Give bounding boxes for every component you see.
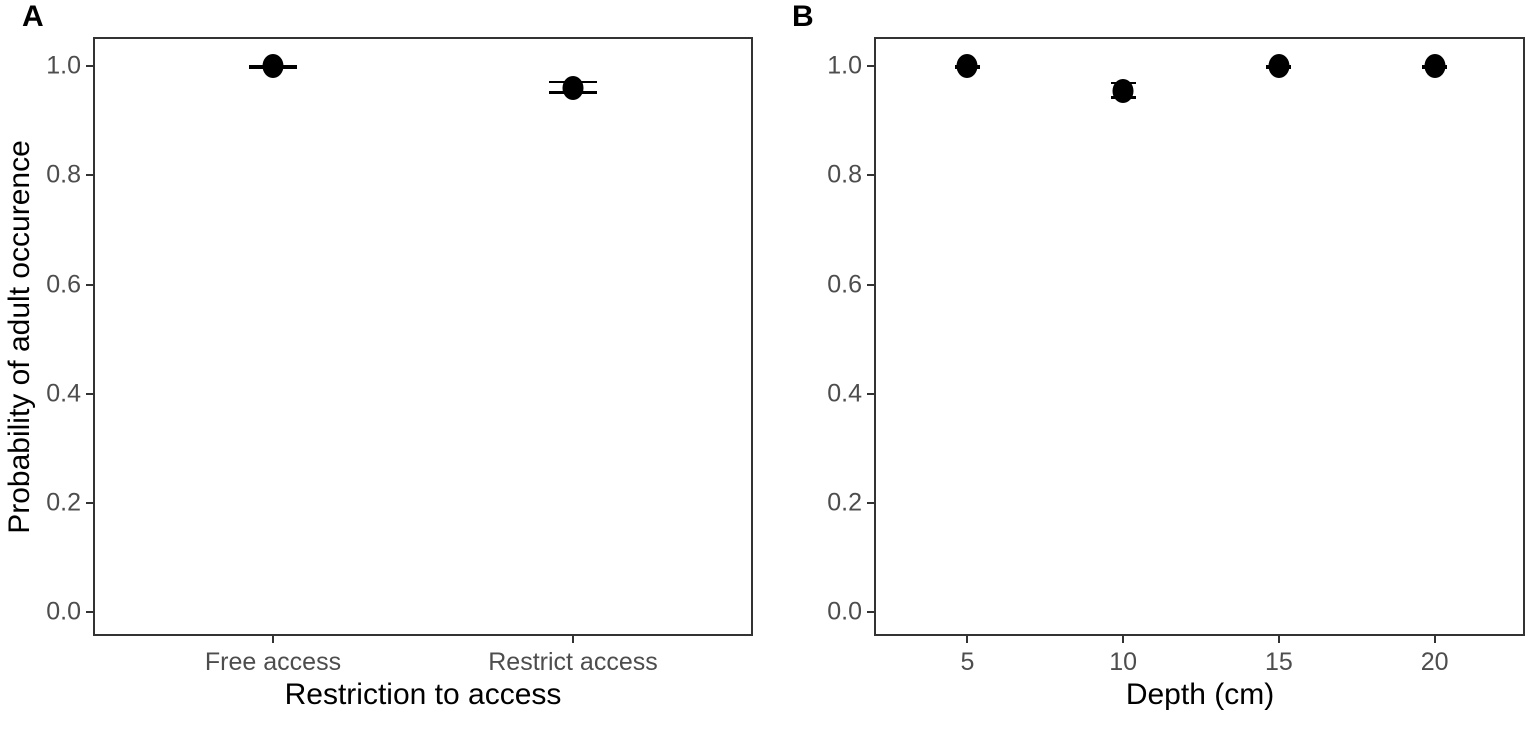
- y-tick-label: 1.0: [827, 51, 862, 80]
- panel-b-x-axis-title: Depth (cm): [1125, 678, 1275, 711]
- y-tick-mark: [86, 283, 93, 286]
- y-tick-mark: [867, 611, 874, 614]
- x-tick-mark: [1277, 636, 1280, 643]
- y-tick-label: 0.2: [827, 488, 862, 517]
- y-tick-mark: [867, 174, 874, 177]
- x-tick-label: 10: [1109, 648, 1138, 676]
- data-point: [1268, 53, 1290, 78]
- x-tick-label: Restrict access: [488, 648, 658, 676]
- y-tick-label: 0.2: [46, 488, 81, 517]
- x-tick-label: Free access: [204, 648, 342, 676]
- x-tick-label: 5: [960, 648, 975, 676]
- y-tick-mark: [867, 502, 874, 505]
- y-tick-mark: [86, 502, 93, 505]
- panel-a-plot-area: [93, 37, 753, 636]
- y-tick-label: 0.0: [46, 597, 81, 626]
- panel-a-x-axis-title: Restriction to access: [284, 678, 562, 711]
- data-point: [262, 53, 284, 78]
- panel-b-plot-area: [874, 37, 1525, 636]
- y-tick-label: 0.6: [827, 270, 862, 299]
- panel-a-tag: A: [22, 0, 44, 33]
- x-tick-mark: [572, 636, 574, 643]
- y-tick-mark: [86, 392, 93, 395]
- x-tick-mark: [1122, 636, 1125, 643]
- y-tick-mark: [867, 64, 874, 67]
- panel-b-tag: B: [792, 0, 814, 33]
- x-tick-label: 20: [1420, 648, 1449, 676]
- x-tick-label: 15: [1265, 648, 1293, 676]
- data-point: [1112, 78, 1134, 103]
- y-tick-label: 0.6: [46, 270, 81, 299]
- y-axis-title: Probability of adult occurence: [3, 140, 36, 534]
- data-point: [562, 75, 584, 100]
- x-tick-mark: [966, 636, 969, 643]
- y-tick-label: 0.4: [827, 379, 862, 408]
- x-tick-mark: [1433, 636, 1436, 643]
- y-tick-label: 0.4: [46, 379, 81, 408]
- data-point: [956, 53, 978, 78]
- y-tick-label: 0.0: [827, 597, 862, 626]
- y-tick-mark: [867, 392, 874, 395]
- y-tick-label: 0.8: [46, 160, 81, 189]
- y-tick-mark: [86, 64, 93, 67]
- y-tick-label: 1.0: [46, 51, 81, 80]
- y-tick-mark: [86, 611, 93, 614]
- y-tick-mark: [86, 174, 93, 177]
- y-tick-label: 0.8: [827, 160, 862, 189]
- y-tick-mark: [867, 283, 874, 286]
- x-tick-mark: [272, 636, 274, 643]
- data-point: [1424, 53, 1446, 78]
